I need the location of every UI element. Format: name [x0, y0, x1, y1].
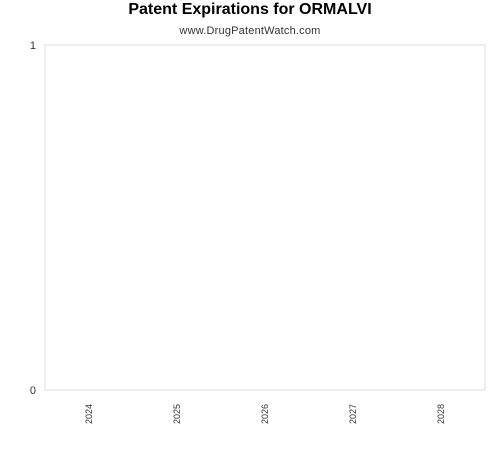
chart-subtitle: www.DrugPatentWatch.com — [179, 25, 321, 37]
x-tick-label: 2025 — [172, 404, 182, 424]
y-tick-label: 1 — [30, 40, 36, 52]
plot-area-frame — [44, 44, 486, 391]
y-tick-label: 0 — [30, 385, 36, 397]
x-tick-label: 2028 — [436, 404, 446, 424]
y-axis: 01 — [30, 40, 36, 397]
x-tick-label: 2027 — [348, 404, 358, 424]
x-tick-label: 2024 — [84, 404, 94, 424]
chart-title: Patent Expirations for ORMALVI — [128, 1, 372, 18]
x-tick-label: 2026 — [260, 404, 270, 424]
x-axis: 2024 2025 2026 2027 2028 — [84, 404, 446, 424]
